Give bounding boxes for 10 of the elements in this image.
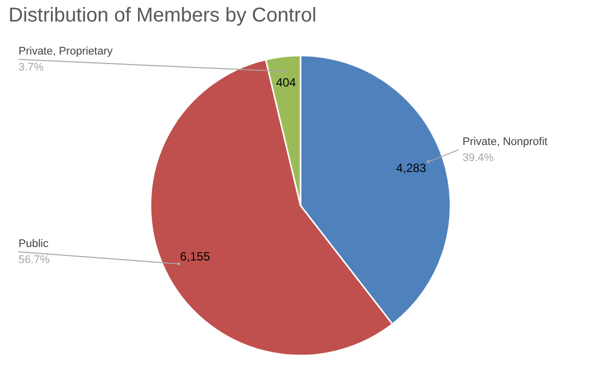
data-label: 6,155 [180, 250, 210, 264]
data-label: 404 [276, 75, 296, 90]
slice-label: Private, Nonprofit [462, 136, 548, 148]
data-label: 4,283 [396, 161, 427, 176]
text: 56.7% [18, 254, 50, 266]
text: 3.7% [18, 61, 44, 74]
slice-label: Public [18, 238, 49, 250]
slice-label: Private, Proprietary [18, 45, 114, 58]
text: 39.4% [462, 152, 494, 164]
chart-title: Distribution of Members by Control [8, 4, 316, 26]
